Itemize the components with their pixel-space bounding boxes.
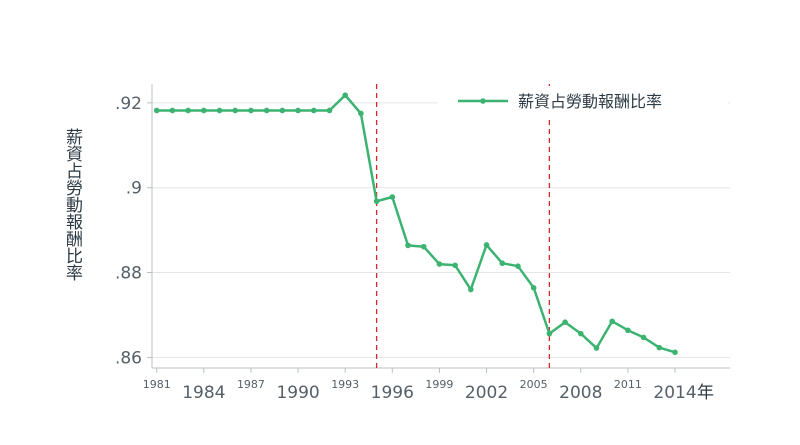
data-point [169, 107, 176, 114]
data-point [452, 262, 458, 269]
data-point [310, 107, 317, 114]
data-point [656, 344, 663, 351]
data-point [625, 327, 631, 334]
data-point [389, 194, 396, 200]
data-point [185, 107, 191, 114]
x-tick-label-minor: 1993 [331, 378, 359, 391]
axes [147, 84, 730, 373]
x-tick-label-minor: 1987 [237, 378, 265, 391]
x-tick-label-major: 2008 [559, 383, 602, 403]
legend: 薪資占勞動報酬比率 [438, 86, 728, 116]
x-tick-label-major: 2014 [653, 383, 696, 403]
data-point [546, 330, 553, 337]
data-point [515, 263, 521, 269]
data-point [530, 285, 537, 291]
gridlines [152, 102, 730, 358]
data-point [609, 318, 616, 325]
data-point [248, 107, 254, 114]
data-point [436, 261, 443, 267]
x-tick-label-major: 1996 [371, 383, 414, 403]
data-point [468, 286, 474, 293]
x-tick-label-major: 2002 [465, 383, 508, 403]
data-point [640, 334, 647, 341]
data-point [562, 319, 568, 325]
data-point [263, 107, 270, 114]
y-tick-label: .88 [115, 264, 142, 284]
data-point [326, 107, 333, 114]
data-point [153, 107, 160, 114]
y-tick-label: .9 [126, 179, 142, 199]
data-point [232, 107, 239, 114]
legend-swatch-marker [480, 98, 486, 104]
reference-lines [375, 84, 551, 368]
series [153, 92, 678, 356]
x-tick-label-minor: 2011 [614, 378, 642, 391]
data-point [342, 92, 348, 99]
x-tick-label-minor: 1981 [143, 378, 171, 391]
y-tick-label: .92 [115, 94, 142, 114]
x-tick-label-minor: 2005 [520, 378, 548, 391]
data-point [593, 345, 600, 351]
legend-label: 薪資占勞動報酬比率 [518, 92, 662, 111]
data-point [405, 242, 411, 249]
y-axis-title: 薪資占勞動報酬比率 [62, 128, 83, 281]
y-tick-label: .86 [115, 348, 142, 368]
data-point [483, 242, 490, 248]
data-point [499, 260, 506, 267]
tick-labels: .86 .88 .9 .92 1984 1990 1996 2002 2008 2014 1981 1… [115, 94, 697, 403]
data-point [295, 107, 301, 114]
x-tick-label-minor: 1999 [425, 378, 453, 391]
data-point [279, 107, 286, 114]
data-point [420, 243, 427, 250]
data-point [201, 107, 207, 114]
data-point [216, 107, 223, 114]
data-point [577, 330, 584, 337]
data-point [672, 349, 678, 356]
x-tick-label-major: 1990 [276, 383, 319, 403]
data-point [358, 110, 364, 117]
x-axis-title: 年 [697, 383, 714, 403]
x-tick-label-major: 1984 [182, 383, 225, 403]
series-line [156, 93, 676, 354]
data-point [373, 198, 380, 205]
